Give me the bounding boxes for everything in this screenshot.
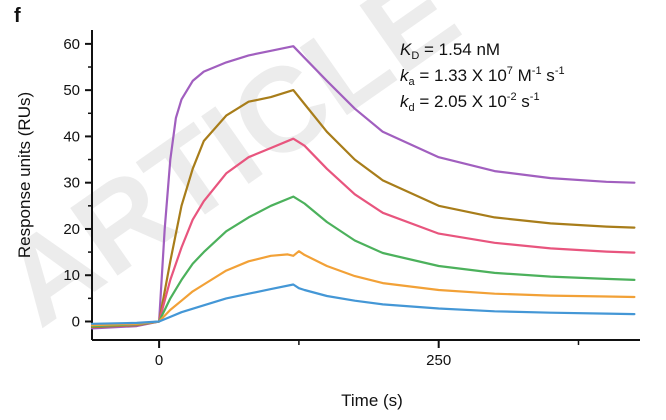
y-tick-label: 20 (63, 221, 80, 238)
kdiss-unit: s (517, 92, 530, 111)
kinetics-ka-line: ka = 1.33 X 107 M-1 s-1 (400, 65, 565, 88)
y-tick-label: 10 (63, 267, 80, 284)
y-tick-label: 50 (63, 82, 80, 99)
kd-symbol: K (400, 40, 412, 59)
series-line-3 (90, 137, 636, 328)
y-tick-label: 60 (63, 36, 80, 53)
y-tick-label: 30 (63, 175, 80, 192)
series-line-4 (90, 195, 636, 328)
ka-symbol: k (400, 66, 410, 85)
kdiss-value: = 2.05 X 10 (415, 92, 507, 111)
series-group (90, 45, 636, 330)
x-tick-label: 0 (155, 352, 163, 369)
series-line-5 (90, 250, 636, 327)
panel-label: f (14, 5, 21, 27)
kdiss-subscript: d (409, 102, 415, 114)
series-line-6 (90, 283, 636, 325)
kdiss-unit-exponent: -1 (530, 91, 540, 103)
kd-value: = 1.54 nM (419, 40, 500, 59)
x-axis-title: Time (s) (341, 391, 403, 410)
kd-subscript: D (411, 50, 419, 62)
y-axis-title: Response units (RUs) (15, 92, 34, 258)
ka-exponent: 7 (507, 65, 513, 77)
kinetics-annotation: KD = 1.54 nM ka = 1.33 X 107 M-1 s-1 kd … (400, 40, 565, 114)
ka-subscript: a (409, 76, 416, 88)
series-line-1 (90, 45, 636, 330)
ka-value: = 1.33 X 10 (415, 66, 507, 85)
ka-unit1: M (513, 66, 532, 85)
series-line-2 (90, 88, 636, 329)
x-tick-label: 250 (426, 352, 451, 369)
ka-unit2-exponent: -1 (555, 65, 565, 77)
y-tick-label: 0 (72, 313, 80, 330)
ka-unit1-exponent: -1 (532, 65, 542, 77)
kdiss-symbol: k (400, 92, 410, 111)
kdiss-exponent: -2 (507, 91, 517, 103)
kinetics-kd-line: kd = 2.05 X 10-2 s-1 (400, 91, 540, 114)
axes: 0 10 20 30 40 50 60 0 250 (63, 30, 640, 369)
kinetics-KD-line: KD = 1.54 nM (400, 40, 500, 62)
ka-unit2: s (542, 66, 555, 85)
y-tick-label: 40 (63, 128, 80, 145)
